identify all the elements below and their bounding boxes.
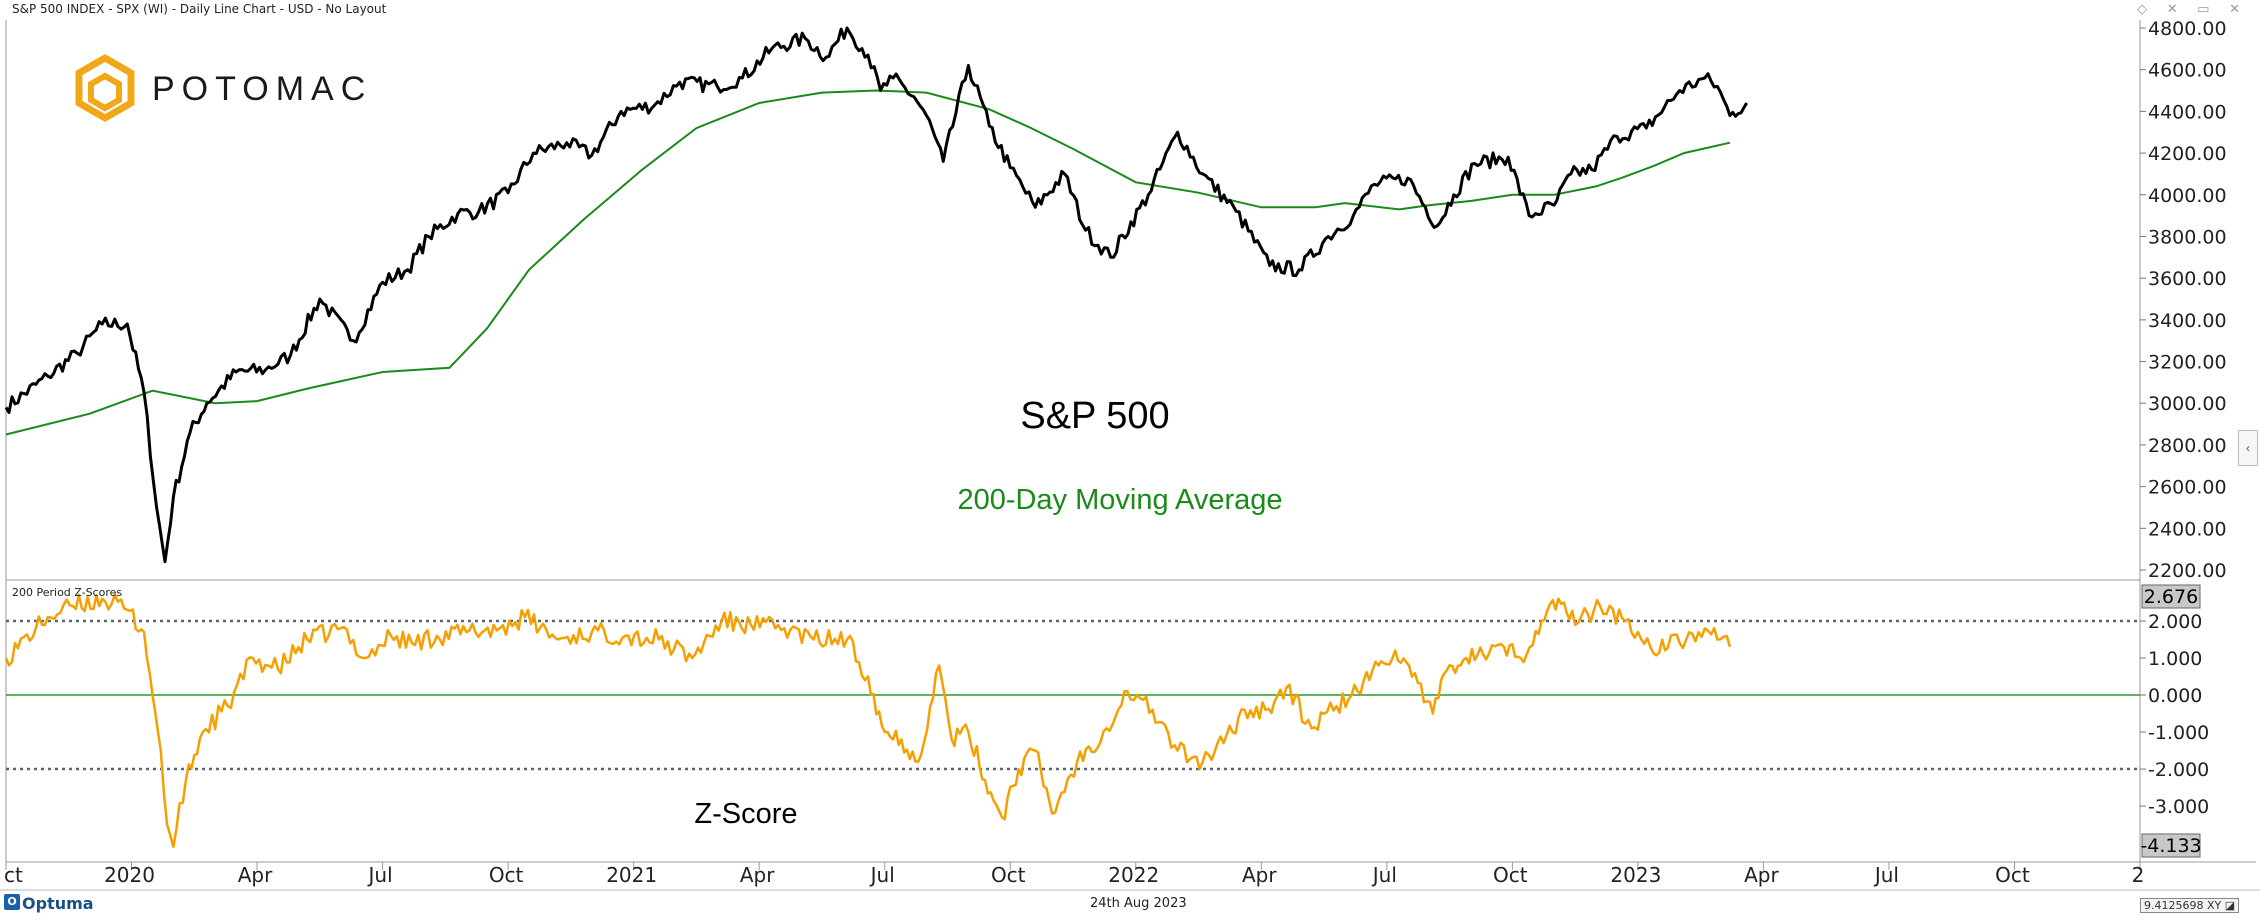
optuma-icon: O [4, 894, 20, 910]
zscore-tick-label: -1.000 [2148, 722, 2209, 744]
time-tick-label: ct [4, 863, 23, 887]
price-tick-label: 2800.00 [2148, 435, 2227, 457]
optuma-logo: O Optuma [4, 894, 94, 913]
zscore-low-box [2141, 833, 2201, 858]
zscore-reference-lines [6, 619, 2140, 771]
price-tick-label: 2400.00 [2148, 518, 2227, 540]
collapse-panel-handle[interactable]: ‹ [2238, 430, 2258, 466]
potomac-logo-icon [75, 53, 135, 123]
zscore-tick-label: 2.000 [2148, 611, 2202, 633]
zscore-tick-label: 0.000 [2148, 685, 2202, 707]
price-tick-label: 3000.00 [2148, 393, 2227, 415]
price-tick-label: 3400.00 [2148, 310, 2227, 332]
price-tick-label: 4400.00 [2148, 101, 2227, 123]
window-title: S&P 500 INDEX - SPX (WI) - Daily Line Ch… [12, 2, 387, 16]
time-tick-label: Apr [1242, 863, 1277, 887]
ma-label: 200-Day Moving Average [957, 484, 1282, 516]
zscore-high-label: 2.676 [2144, 586, 2198, 608]
chart-date: 24th Aug 2023 [1090, 896, 1187, 911]
sp500-price-line [4, 26, 1748, 564]
zscore-high-box [2141, 584, 2201, 609]
price-tick-label: 3800.00 [2148, 226, 2227, 248]
zscore-title: Z-Score [694, 798, 797, 830]
moving-average-line [5, 89, 1731, 436]
time-tick-label: Jul [367, 863, 393, 887]
zscore-low-label: -4.133 [2140, 835, 2201, 857]
time-tick-label: 2022 [1108, 863, 1159, 887]
time-tick-label: Oct [1995, 863, 2030, 887]
time-tick-label: Jul [1371, 863, 1397, 887]
price-tick-label: 3600.00 [2148, 268, 2227, 290]
time-tick-label: 2020 [104, 863, 155, 887]
zscore-tick-label: -2.000 [2148, 759, 2209, 781]
price-tick-label: 2200.00 [2148, 560, 2227, 582]
window-controls[interactable]: ◇ ✕ ▭ ✕ [2137, 1, 2248, 16]
logo-text: POTOMAC [152, 70, 372, 108]
price-tick-label: 4000.00 [2148, 185, 2227, 207]
time-tick-label: 2 [2132, 863, 2145, 887]
zscore-tick-label: 1.000 [2148, 648, 2202, 670]
price-chart-title: S&P 500 [1020, 395, 1169, 437]
time-tick-label: Apr [1744, 863, 1779, 887]
price-axis: 4800.00 4600.00 4400.00 4200.00 4000.00 3800.… [2140, 18, 2227, 582]
zscore-tick-label: -3.000 [2148, 796, 2209, 818]
price-tick-label: 2600.00 [2148, 477, 2227, 499]
price-tick-label: 4200.00 [2148, 143, 2227, 165]
time-tick-label: Jul [1873, 863, 1899, 887]
zscore-line [4, 593, 1732, 849]
time-tick-label: Jul [869, 863, 895, 887]
time-tick-label: Apr [238, 863, 273, 887]
time-tick-label: 2021 [606, 863, 657, 887]
price-tick-label: 3200.00 [2148, 352, 2227, 374]
time-tick-label: 2023 [1610, 863, 1661, 887]
price-tick-label: 4600.00 [2148, 60, 2227, 82]
cursor-readout[interactable]: 9.4125698 XY ◪ [2140, 898, 2240, 913]
time-axis: ct 2020 Apr Jul Oct 2021 Apr Jul Oct 2022 Apr Jul Oc… [4, 862, 2144, 887]
time-tick-label: Oct [489, 863, 524, 887]
zscore-axis: 2.000 1.000 0.000 -1.000 -2.000 -3.000 [2140, 611, 2209, 818]
time-tick-label: Oct [991, 863, 1026, 887]
time-tick-label: Oct [1493, 863, 1528, 887]
time-tick-label: Apr [740, 863, 775, 887]
zscore-panel-label: 200 Period Z-Scores [12, 586, 122, 599]
price-tick-label: 4800.00 [2148, 18, 2227, 40]
